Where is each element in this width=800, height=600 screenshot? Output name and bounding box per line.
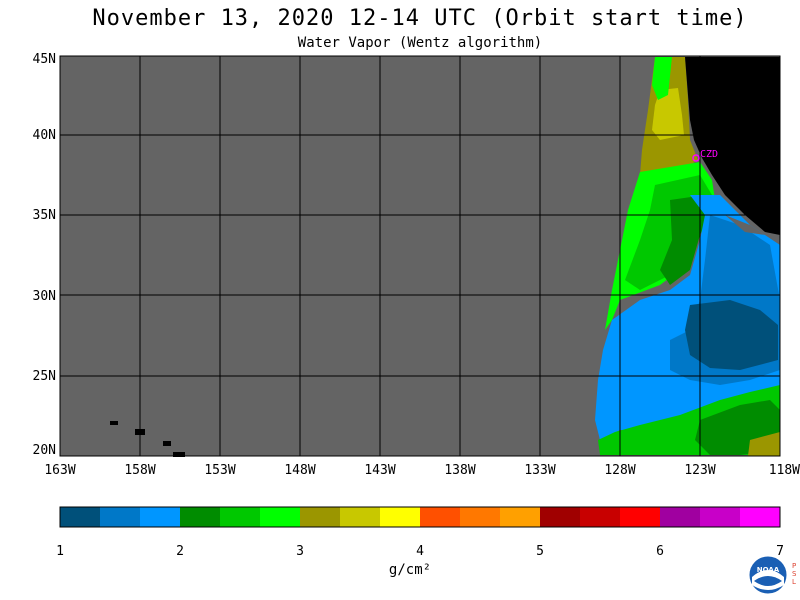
colorbar-label-3: 3: [296, 544, 304, 559]
colorbar-swatch: [220, 507, 261, 527]
map-title: November 13, 2020 12-14 UTC (Orbit start…: [92, 6, 748, 31]
colorbar-swatch: [140, 507, 181, 527]
swath-deep-blue: [685, 300, 778, 370]
land-north-america: [685, 57, 780, 235]
island-hawaii: [173, 452, 185, 457]
lat-label-35n: 35N: [32, 208, 56, 223]
lon-label-153w: 153W: [204, 463, 236, 478]
lon-label-143w: 143W: [364, 463, 396, 478]
colorbar-label-5: 5: [536, 544, 544, 559]
colorbar-swatch: [380, 507, 421, 527]
lon-label-138w: 138W: [444, 463, 476, 478]
lat-label-45n: 45N: [32, 52, 56, 67]
colorbar-swatch: [300, 507, 341, 527]
czd-marker: CZD: [692, 149, 718, 162]
colorbar-label-1: 1: [56, 544, 64, 559]
colorbar-swatch: [500, 507, 541, 527]
colorbar-swatch: [340, 507, 381, 527]
land-gray-margin: [725, 215, 765, 235]
lon-label-158w: 158W: [124, 463, 156, 478]
colorbar-swatch: [740, 507, 781, 527]
colorbar-swatch: [460, 507, 501, 527]
czd-label: CZD: [700, 149, 718, 160]
lon-label-123w: 123W: [684, 463, 716, 478]
lat-label-25n: 25N: [32, 369, 56, 384]
lon-label-118w: 118W: [768, 463, 800, 478]
colorbar-swatch: [100, 507, 141, 527]
swath-green-top: [652, 57, 672, 100]
colorbar-swatch: [420, 507, 461, 527]
map-grid: [60, 56, 780, 456]
map-subtitle: Water Vapor (Wentz algorithm): [297, 35, 543, 51]
lon-label-148w: 148W: [284, 463, 316, 478]
colorbar-swatch: [540, 507, 581, 527]
noaa-logo-icon: NOAA: [748, 555, 788, 595]
colorbar-label-6: 6: [656, 544, 664, 559]
water-vapor-swath: [595, 57, 780, 456]
colorbar-label-2: 2: [176, 544, 184, 559]
lon-label-133w: 133W: [524, 463, 556, 478]
island-kauai: [110, 421, 118, 425]
colorbar-units: g/cm²: [388, 562, 432, 578]
lat-label-40n: 40N: [32, 128, 56, 143]
colorbar-swatch: [660, 507, 701, 527]
colorbar-frame: [59, 506, 781, 528]
colorbar: [60, 507, 781, 527]
lat-label-20n: 20N: [32, 443, 56, 458]
colorbar-label-7: 7: [776, 544, 784, 559]
lon-label-128w: 128W: [604, 463, 636, 478]
island-maui: [163, 441, 171, 446]
lat-label-30n: 30N: [32, 289, 56, 304]
colorbar-swatch: [580, 507, 621, 527]
colorbar-label-4: 4: [416, 544, 424, 559]
swath-yellow-north: [652, 88, 684, 140]
colorbar-swatch: [620, 507, 661, 527]
swath-dark-green: [660, 195, 712, 285]
colorbar-swatch: [700, 507, 741, 527]
colorbar-swatch: [60, 507, 101, 527]
czd-point: [692, 154, 700, 162]
lon-label-163w: 163W: [44, 463, 76, 478]
swath-south-olive: [748, 432, 780, 456]
colorbar-swatch: [180, 507, 221, 527]
map-frame: [59, 55, 781, 457]
noaa-logo-text: NOAA: [757, 566, 780, 574]
colorbar-swatch: [260, 507, 301, 527]
